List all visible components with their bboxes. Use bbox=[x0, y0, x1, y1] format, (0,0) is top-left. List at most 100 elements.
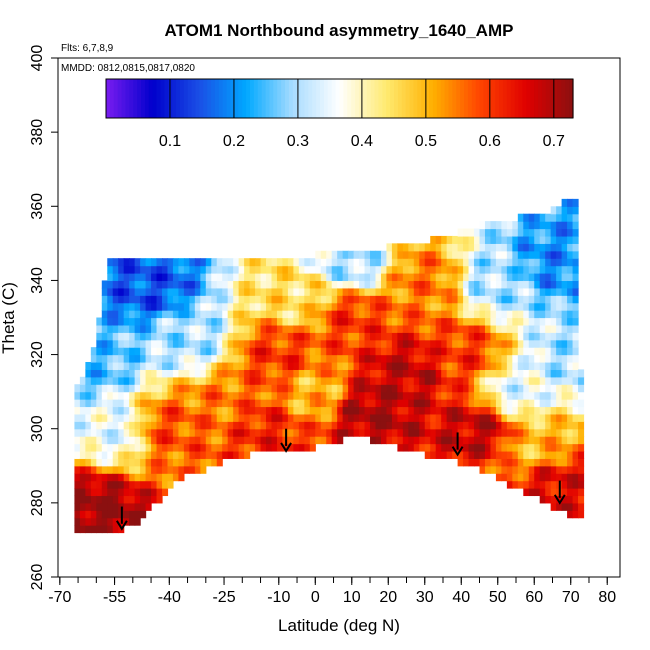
heatmap-cell bbox=[227, 369, 234, 378]
heatmap-cell bbox=[413, 384, 420, 393]
heatmap-cell bbox=[561, 287, 568, 296]
colorbar-segment bbox=[296, 79, 302, 118]
heatmap-cell bbox=[430, 332, 437, 341]
heatmap-cell bbox=[156, 369, 163, 378]
heatmap-cell bbox=[266, 258, 273, 267]
heatmap-cell bbox=[561, 465, 568, 474]
heatmap-cell bbox=[550, 391, 557, 400]
heatmap-cell bbox=[79, 517, 86, 526]
heatmap-cell bbox=[534, 302, 541, 311]
colorbar-segment bbox=[156, 79, 162, 118]
heatmap-cell bbox=[578, 473, 585, 482]
heatmap-cell bbox=[304, 369, 311, 378]
heatmap-cell bbox=[517, 450, 524, 459]
heatmap-cell bbox=[430, 339, 437, 348]
heatmap-cell bbox=[441, 369, 448, 378]
heatmap-cell bbox=[375, 302, 382, 311]
heatmap-cell bbox=[561, 502, 568, 511]
heatmap-cell bbox=[96, 384, 103, 393]
heatmap-cell bbox=[523, 332, 530, 341]
heatmap-cell bbox=[107, 428, 114, 437]
heatmap-cell bbox=[205, 436, 212, 445]
heatmap-cell bbox=[211, 287, 218, 296]
heatmap-cell bbox=[118, 354, 125, 363]
heatmap-cell bbox=[74, 488, 81, 497]
heatmap-cell bbox=[408, 265, 415, 274]
heatmap-cell bbox=[326, 354, 333, 363]
x-tick-label: -10 bbox=[267, 589, 290, 606]
heatmap-cell bbox=[315, 273, 322, 282]
colorbar-segment bbox=[246, 79, 251, 118]
heatmap-cell bbox=[162, 465, 169, 474]
heatmap-cell bbox=[107, 339, 114, 348]
heatmap-cell bbox=[178, 317, 185, 326]
heatmap-cell bbox=[474, 391, 481, 400]
heatmap-cell bbox=[172, 295, 180, 304]
heatmap-cell bbox=[96, 413, 103, 422]
heatmap-cell bbox=[419, 310, 426, 319]
heatmap-cell bbox=[118, 310, 125, 319]
heatmap-cell bbox=[134, 428, 141, 437]
colorbar-segment bbox=[444, 79, 450, 118]
heatmap-cell bbox=[74, 473, 81, 482]
heatmap-cell bbox=[112, 406, 119, 415]
heatmap-cell bbox=[178, 347, 185, 356]
heatmap-cell bbox=[107, 302, 114, 311]
heatmap-cell bbox=[539, 406, 546, 415]
heatmap-cell bbox=[501, 384, 508, 393]
heatmap-cell bbox=[457, 421, 464, 430]
heatmap-cell bbox=[359, 287, 366, 296]
colorbar-segment bbox=[409, 79, 415, 118]
heatmap-cell bbox=[145, 391, 152, 400]
heatmap-cell bbox=[255, 347, 262, 356]
heatmap-cell bbox=[545, 391, 552, 400]
heatmap-cell bbox=[506, 443, 513, 452]
heatmap-cell bbox=[528, 450, 535, 459]
heatmap-cell bbox=[337, 428, 344, 437]
heatmap-cell bbox=[556, 235, 563, 244]
heatmap-cell bbox=[424, 317, 431, 326]
heatmap-cell bbox=[534, 406, 541, 415]
heatmap-cell bbox=[539, 265, 546, 274]
heatmap-cell bbox=[145, 421, 152, 430]
heatmap-cell bbox=[101, 458, 108, 467]
heatmap-cell bbox=[572, 384, 579, 393]
heatmap-cell bbox=[123, 473, 130, 482]
heatmap-cell bbox=[287, 258, 294, 267]
heatmap-cell bbox=[112, 258, 119, 267]
heatmap-cell bbox=[359, 324, 366, 333]
heatmap-cell bbox=[463, 324, 470, 333]
heatmap-cell bbox=[271, 376, 278, 385]
heatmap-cell bbox=[534, 361, 541, 370]
heatmap-cell bbox=[375, 436, 382, 445]
heatmap-cell bbox=[452, 421, 459, 430]
heatmap-cell bbox=[178, 273, 185, 282]
heatmap-cell bbox=[123, 273, 130, 282]
heatmap-cell bbox=[342, 376, 349, 385]
heatmap-cell bbox=[183, 265, 190, 274]
heatmap-cell bbox=[375, 399, 382, 408]
heatmap-cell bbox=[545, 347, 552, 356]
heatmap-cell bbox=[205, 273, 212, 282]
heatmap-cell bbox=[534, 258, 541, 267]
heatmap-cell bbox=[402, 317, 409, 326]
heatmap-cell bbox=[556, 495, 563, 504]
heatmap-cell bbox=[386, 317, 393, 326]
heatmap-cell bbox=[463, 354, 470, 363]
heatmap-cell bbox=[441, 258, 448, 267]
heatmap-cell bbox=[517, 317, 524, 326]
heatmap-cell bbox=[276, 406, 284, 415]
heatmap-cell bbox=[233, 421, 240, 430]
heatmap-cell bbox=[255, 339, 262, 348]
heatmap-cell bbox=[446, 436, 453, 445]
heatmap-cell bbox=[468, 384, 475, 393]
heatmap-cell bbox=[578, 391, 585, 400]
heatmap-cell bbox=[408, 295, 415, 304]
colorbar-frame bbox=[105, 78, 574, 119]
heatmap-cell bbox=[293, 421, 300, 430]
heatmap-cell bbox=[517, 265, 524, 274]
heatmap-cell bbox=[441, 391, 448, 400]
heatmap-cell bbox=[561, 302, 568, 311]
heatmap-cell bbox=[79, 488, 86, 497]
heatmap-cell bbox=[151, 450, 158, 459]
